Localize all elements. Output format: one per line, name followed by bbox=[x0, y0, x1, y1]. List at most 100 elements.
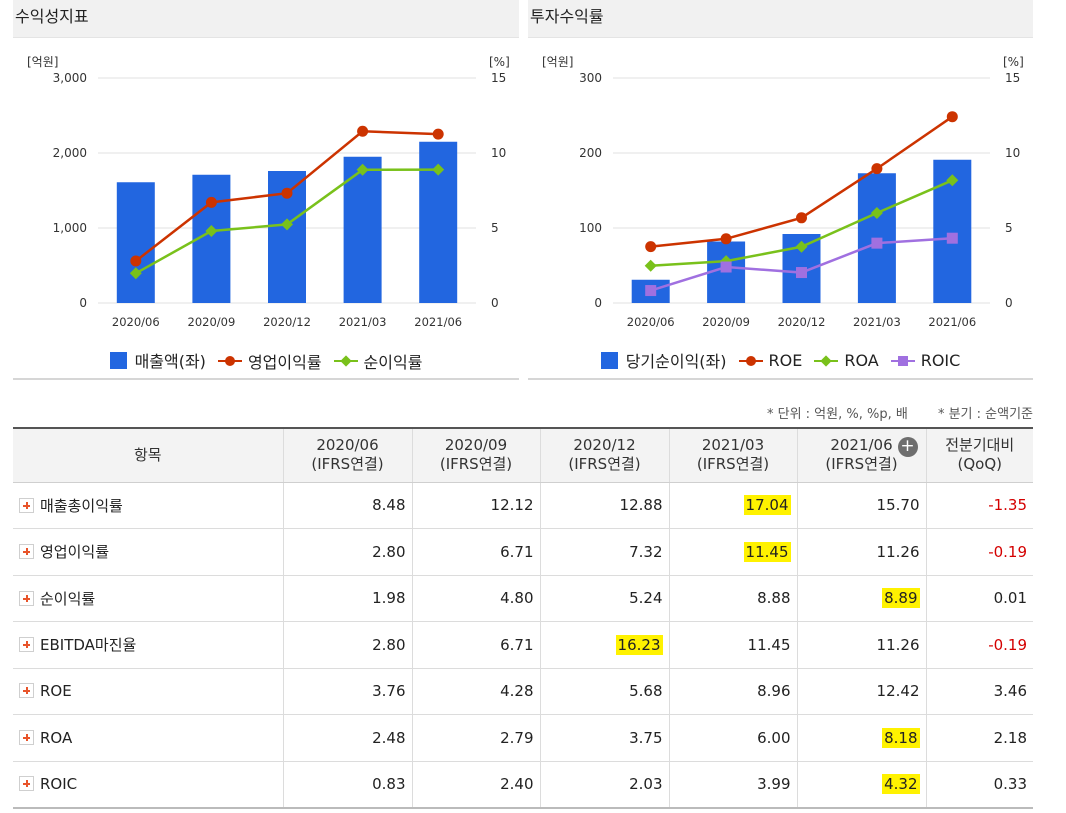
value-cell: 2.80 bbox=[282, 528, 412, 576]
row-label-cell: EBITDA마진율 bbox=[13, 621, 283, 669]
data-point bbox=[870, 207, 883, 219]
table-notes: * 단위 : 억원, %, %p, 배 * 분기 : 순액기준 bbox=[741, 403, 1033, 422]
x-tick-label: 2020/06 bbox=[112, 315, 160, 329]
qoq-header-line2: (QoQ) bbox=[957, 455, 1003, 474]
cell-value: 17.04 bbox=[743, 495, 791, 516]
legend-label: ROIC bbox=[920, 351, 961, 370]
cell-value: 8.96 bbox=[757, 682, 791, 701]
data-point bbox=[796, 212, 807, 224]
table-body: 매출총이익률 8.48 12.12 12.88 17.04 15.70 -1.35 영업이익률… bbox=[13, 482, 1033, 809]
y-left-unit: [억원] bbox=[27, 55, 58, 69]
legend-swatch bbox=[333, 353, 358, 369]
x-tick-label: 2020/09 bbox=[188, 315, 236, 329]
panel-title: 투자수익률 bbox=[528, 0, 1033, 38]
cell-value: 12.88 bbox=[619, 496, 663, 515]
cell-value: 11.45 bbox=[747, 635, 791, 654]
row-label: 영업이익률 bbox=[40, 543, 110, 562]
y-left-tick: 2,000 bbox=[53, 146, 87, 160]
period-basis: (IFRS연결) bbox=[696, 455, 770, 474]
value-cell: 8.48 bbox=[282, 482, 412, 529]
y-left-tick: 100 bbox=[579, 221, 602, 235]
legend-item[interactable]: 당기순이익(좌) bbox=[600, 348, 727, 372]
legend-item[interactable]: ROE bbox=[738, 351, 803, 370]
value-cell: 5.68 bbox=[539, 668, 669, 715]
value-cell: 8.89 bbox=[796, 575, 926, 622]
value-cell: 11.26 bbox=[796, 528, 926, 576]
expand-row-icon[interactable] bbox=[19, 497, 34, 513]
x-tick-label: 2020/12 bbox=[263, 315, 311, 329]
legend-label: ROE bbox=[768, 351, 803, 370]
legend-label: 매출액(좌) bbox=[134, 352, 206, 371]
data-point bbox=[432, 163, 445, 176]
value-cell: 2.80 bbox=[282, 621, 412, 669]
data-point bbox=[946, 174, 959, 187]
y-right-tick: 10 bbox=[1005, 146, 1020, 160]
profitability-panel: 수익성지표 [억원] [%] 0 1,000 2,000 3,000 0 5 10 15 2020/… bbox=[13, 0, 519, 380]
legend-label: ROA bbox=[844, 351, 879, 370]
legend-label: 영업이익률 bbox=[247, 352, 322, 372]
cell-value: 2.03 bbox=[629, 775, 663, 793]
value-cell: 6.71 bbox=[411, 621, 540, 669]
y-right-tick: 10 bbox=[491, 146, 506, 160]
table-row: 순이익률 1.98 4.80 5.24 8.88 8.89 0.01 bbox=[13, 575, 1033, 622]
expand-row-icon[interactable] bbox=[19, 637, 34, 653]
y-right-tick: 0 bbox=[491, 296, 499, 310]
period-header: 2021/06 (IFRS연결) + bbox=[796, 427, 926, 483]
panel-title: 수익성지표 bbox=[13, 0, 519, 38]
legend-swatch bbox=[814, 353, 839, 369]
legend-item[interactable]: 영업이익률 bbox=[217, 349, 322, 373]
cell-value: 6.71 bbox=[500, 542, 534, 561]
series-line bbox=[650, 115, 954, 248]
data-point bbox=[205, 196, 217, 208]
cell-value: 5.24 bbox=[629, 589, 663, 608]
x-tick-label: 2021/03 bbox=[853, 315, 901, 329]
bar bbox=[116, 182, 155, 303]
period-date: 2020/06 bbox=[316, 436, 379, 455]
data-point bbox=[871, 237, 883, 249]
y-left-tick: 1,000 bbox=[53, 221, 87, 235]
value-cell: 16.23 bbox=[539, 621, 669, 669]
expand-row-icon[interactable] bbox=[19, 590, 34, 606]
cell-value: 6.00 bbox=[757, 728, 791, 747]
legend-swatch bbox=[217, 353, 242, 369]
value-cell: 17.04 bbox=[668, 482, 797, 529]
y-right-tick: 0 bbox=[1005, 296, 1013, 310]
table-row: ROE 3.76 4.28 5.68 8.96 12.42 3.46 bbox=[13, 668, 1033, 715]
table-row: 매출총이익률 8.48 12.12 12.88 17.04 15.70 -1.35 bbox=[13, 482, 1033, 529]
data-point bbox=[281, 218, 293, 231]
qoq-header: 전분기대비 (QoQ) bbox=[925, 427, 1033, 483]
cell-value: 8.48 bbox=[372, 496, 406, 515]
row-label-cell: ROA bbox=[13, 714, 283, 762]
expand-row-icon[interactable] bbox=[19, 776, 34, 791]
y-left-tick: 0 bbox=[594, 296, 602, 310]
value-cell: 1.98 bbox=[282, 575, 412, 622]
cell-value: 4.32 bbox=[882, 774, 920, 794]
investment-return-panel: 투자수익률 [억원] [%] 0 100 200 300 0 5 10 15 2020/06 2020… bbox=[528, 0, 1033, 380]
period-date: 2021/06 bbox=[830, 436, 893, 455]
data-point bbox=[129, 267, 142, 280]
line-series bbox=[129, 163, 445, 280]
legend-item[interactable]: 매출액(좌) bbox=[109, 348, 206, 372]
add-column-icon[interactable]: + bbox=[897, 437, 918, 457]
period-date: 2020/12 bbox=[573, 436, 636, 455]
expand-row-icon[interactable] bbox=[19, 729, 34, 745]
item-header: 항목 bbox=[13, 427, 283, 483]
y-right-unit: [%] bbox=[489, 55, 510, 69]
cell-value: 2.48 bbox=[372, 728, 406, 747]
expand-row-icon[interactable] bbox=[19, 544, 34, 560]
period-header: 2020/12 (IFRS연결) bbox=[539, 427, 669, 483]
expand-row-icon[interactable] bbox=[19, 683, 34, 699]
data-point bbox=[130, 255, 142, 267]
legend-item[interactable]: 순이익률 bbox=[333, 349, 422, 373]
y-right-tick: 15 bbox=[491, 71, 506, 85]
y-right-tick: 5 bbox=[491, 221, 499, 235]
cell-value: 4.80 bbox=[500, 589, 534, 608]
legend-item[interactable]: ROA bbox=[814, 351, 879, 370]
cell-value: 2.80 bbox=[372, 635, 406, 654]
value-cell: 6.00 bbox=[668, 714, 797, 762]
legend-item[interactable]: ROIC bbox=[890, 351, 961, 370]
row-label: EBITDA마진율 bbox=[40, 636, 137, 655]
data-point bbox=[356, 163, 369, 176]
legend-swatch bbox=[738, 353, 763, 369]
period-header: 2020/06 (IFRS연결) bbox=[282, 427, 412, 483]
